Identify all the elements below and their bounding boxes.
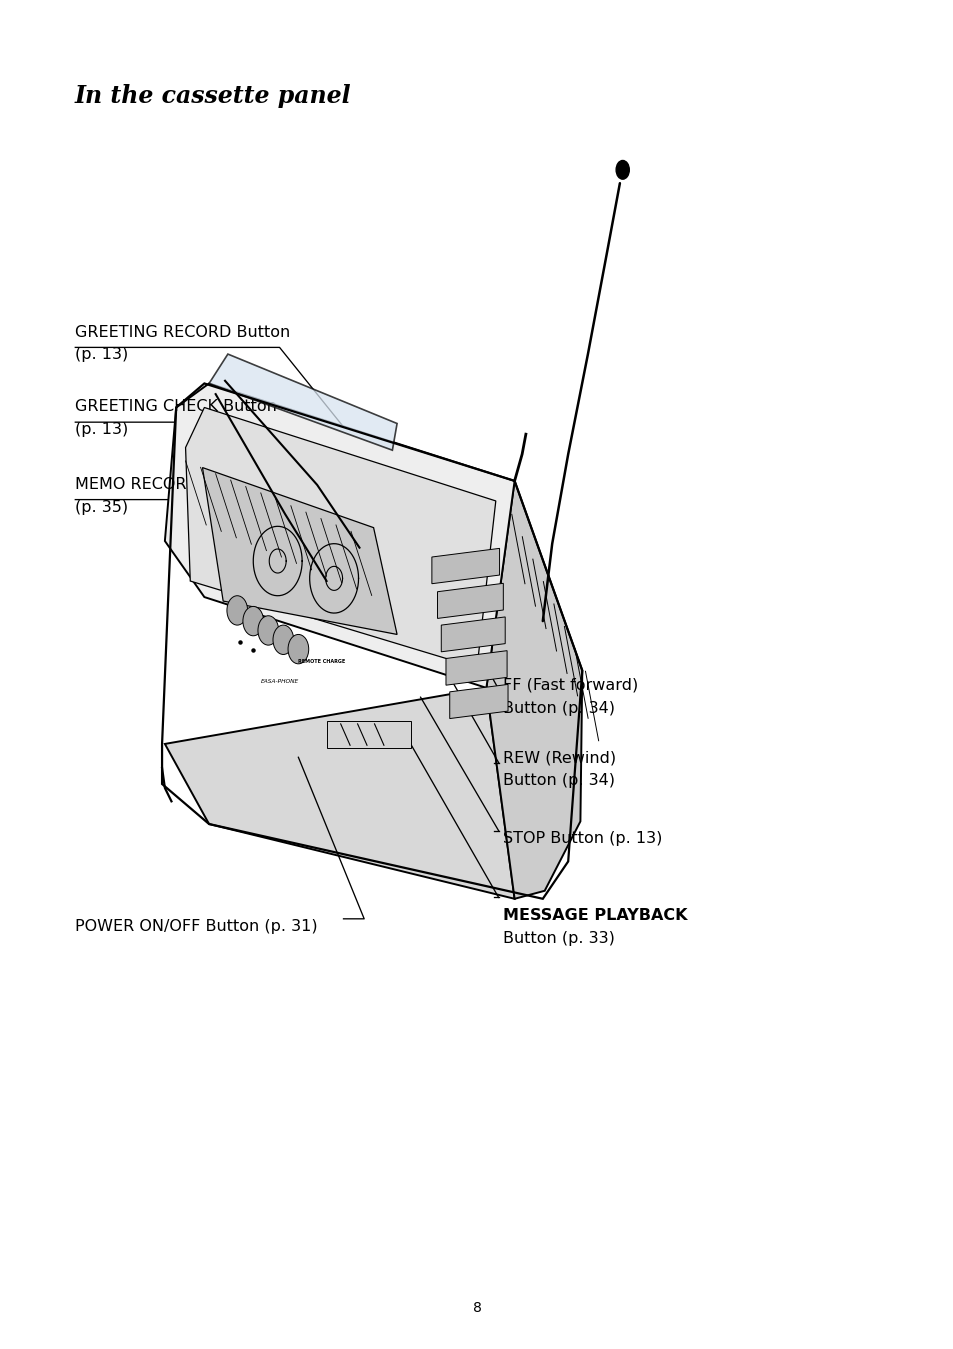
- Text: 8: 8: [472, 1302, 481, 1315]
- Text: POWER ON/OFF Button (p. 31): POWER ON/OFF Button (p. 31): [74, 919, 317, 934]
- Text: In the cassette panel: In the cassette panel: [74, 85, 351, 108]
- Text: MEMO RECORD Button: MEMO RECORD Button: [74, 478, 257, 492]
- Circle shape: [243, 607, 263, 635]
- Text: REMOTE CHARGE: REMOTE CHARGE: [298, 658, 345, 664]
- Text: Button (p. 33): Button (p. 33): [503, 931, 615, 946]
- Text: FF (Fast forward): FF (Fast forward): [503, 677, 638, 692]
- Circle shape: [616, 161, 629, 179]
- Text: EASA-PHONE: EASA-PHONE: [260, 679, 298, 684]
- Text: STOP Button (p. 13): STOP Button (p. 13): [503, 831, 662, 846]
- Text: (p. 13): (p. 13): [74, 422, 128, 437]
- Polygon shape: [202, 468, 396, 634]
- Text: (p. 13): (p. 13): [74, 348, 128, 363]
- Text: GREETING CHECK Button: GREETING CHECK Button: [74, 399, 276, 414]
- Polygon shape: [209, 353, 396, 451]
- Text: (p. 35): (p. 35): [74, 499, 128, 514]
- Text: MESSAGE PLAYBACK: MESSAGE PLAYBACK: [503, 908, 687, 923]
- Polygon shape: [432, 548, 499, 584]
- Polygon shape: [449, 684, 508, 719]
- Polygon shape: [165, 383, 514, 688]
- Polygon shape: [441, 616, 505, 652]
- Text: REW (Rewind): REW (Rewind): [503, 750, 616, 766]
- Circle shape: [273, 625, 294, 654]
- Circle shape: [288, 634, 309, 664]
- Polygon shape: [165, 688, 514, 898]
- Polygon shape: [326, 722, 411, 747]
- Text: Button (p. 34): Button (p. 34): [503, 701, 615, 716]
- Circle shape: [227, 596, 248, 625]
- Polygon shape: [486, 480, 581, 898]
- Text: GREETING RECORD Button: GREETING RECORD Button: [74, 325, 290, 340]
- Polygon shape: [445, 650, 507, 685]
- Text: Button (p. 34): Button (p. 34): [503, 773, 615, 788]
- Circle shape: [257, 615, 278, 645]
- Polygon shape: [437, 583, 503, 618]
- Polygon shape: [186, 407, 496, 668]
